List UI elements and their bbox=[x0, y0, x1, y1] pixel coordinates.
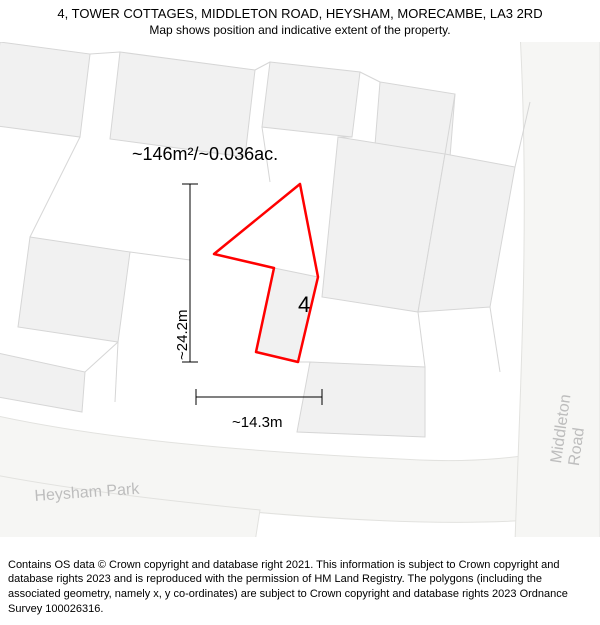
width-dimension-label: ~14.3m bbox=[232, 414, 282, 431]
address-title: 4, TOWER COTTAGES, MIDDLETON ROAD, HEYSH… bbox=[10, 6, 590, 21]
copyright-footer: Contains OS data © Crown copyright and d… bbox=[0, 552, 600, 625]
map-canvas: ~146m²/~0.036ac. ~24.2m ~14.3m 4 Heysham… bbox=[0, 42, 600, 537]
map-subtitle: Map shows position and indicative extent… bbox=[10, 23, 590, 37]
map-svg bbox=[0, 42, 600, 537]
header: 4, TOWER COTTAGES, MIDDLETON ROAD, HEYSH… bbox=[0, 0, 600, 39]
height-dimension-label: ~24.2m bbox=[174, 310, 191, 360]
area-label: ~146m²/~0.036ac. bbox=[132, 144, 278, 165]
property-number: 4 bbox=[298, 292, 310, 318]
